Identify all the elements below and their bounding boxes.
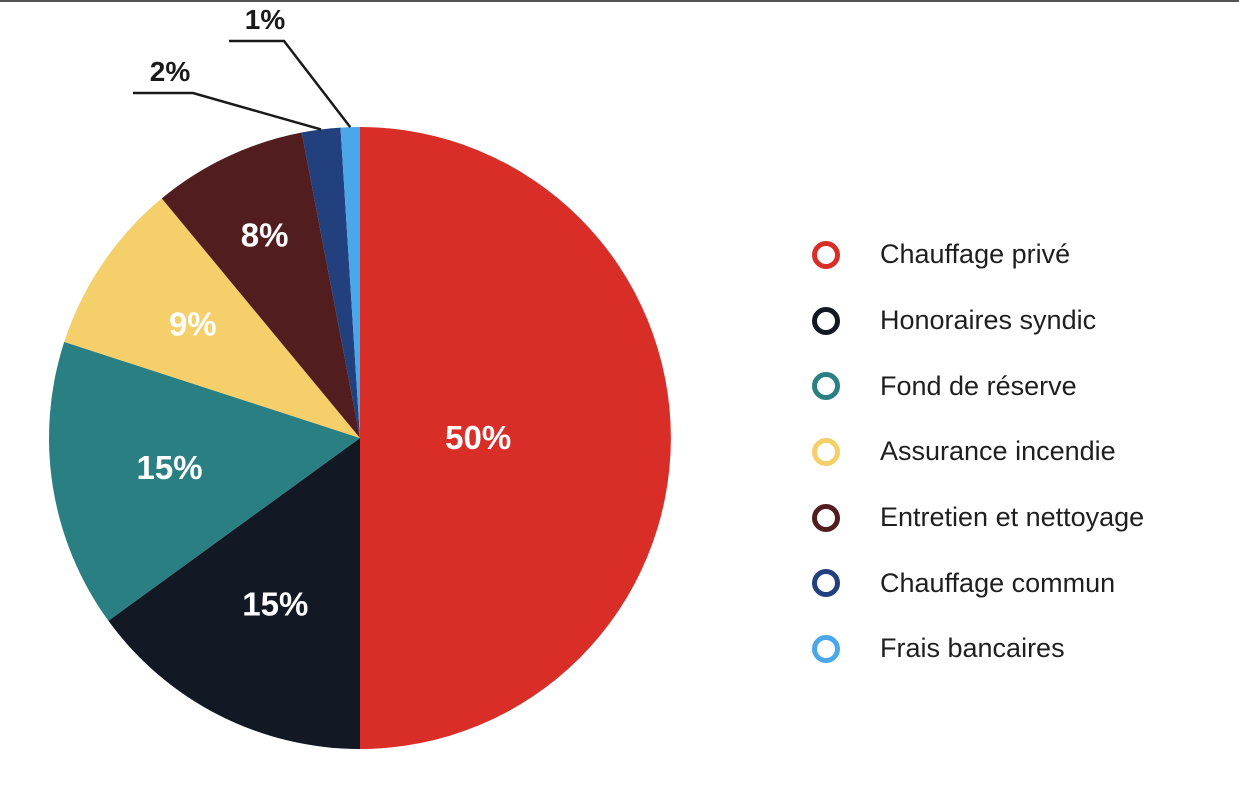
legend-item-fond-de-reserve: Fond de réserve bbox=[812, 353, 1144, 419]
legend-label: Entretien et nettoyage bbox=[880, 502, 1145, 533]
legend-item-chauffage-commun: Chauffage commun bbox=[812, 550, 1144, 616]
legend-label: Frais bancaires bbox=[880, 633, 1065, 664]
legend-marker-icon bbox=[812, 437, 840, 466]
pie-slice-chauffage-prive bbox=[360, 127, 671, 749]
legend-label: Chauffage commun bbox=[880, 567, 1116, 598]
legend-item-chauffage-prive: Chauffage privé bbox=[812, 222, 1144, 288]
slice-label-chauffage-prive: 50% bbox=[445, 419, 511, 456]
top-rule bbox=[0, 0, 1239, 2]
slice-label-assurance-incendie: 9% bbox=[169, 305, 217, 342]
pie-slice-assurance-incendie bbox=[64, 198, 360, 438]
pie-slice-honoraires-syndic bbox=[108, 438, 360, 749]
legend-item-entretien-et-nettoyage: Entretien et nettoyage bbox=[812, 485, 1144, 551]
legend-marker-icon bbox=[812, 634, 840, 663]
leader-line-chauffage-commun bbox=[133, 91, 322, 131]
slice-label-entretien-et-nettoyage: 8% bbox=[241, 216, 289, 253]
legend-item-frais-bancaires: Frais bancaires bbox=[812, 616, 1144, 682]
pie-slice-chauffage-commun bbox=[301, 127, 360, 439]
legend-marker-icon bbox=[812, 306, 840, 335]
legend-marker-icon bbox=[812, 372, 840, 401]
pie-slice-fond-de-reserve bbox=[48, 341, 361, 621]
legend-label: Honoraires syndic bbox=[880, 305, 1097, 336]
slice-label-honoraires-syndic: 15% bbox=[242, 585, 308, 622]
legend-marker-icon bbox=[812, 569, 840, 598]
legend-item-honoraires-syndic: Honoraires syndic bbox=[812, 288, 1144, 354]
legend-label: Fond de réserve bbox=[880, 370, 1077, 401]
legend-item-assurance-incendie: Assurance incendie bbox=[812, 419, 1144, 485]
slice-label-chauffage-commun: 2% bbox=[150, 56, 191, 87]
slice-label-frais-bancaires: 1% bbox=[245, 4, 286, 35]
pie-slice-frais-bancaires bbox=[340, 127, 360, 438]
legend-marker-icon bbox=[812, 503, 840, 532]
legend: Chauffage privé Honoraires syndic Fond de … bbox=[812, 222, 1144, 682]
slice-label-fond-de-reserve: 15% bbox=[137, 449, 203, 486]
pie-slice-entretien-et-nettoyage bbox=[161, 132, 360, 438]
pie-chart: 50% 15% 15% 9% 8% 2% 1% bbox=[48, 4, 671, 749]
legend-label: Chauffage privé bbox=[880, 239, 1071, 270]
leader-line-frais-bancaires bbox=[229, 39, 352, 128]
legend-label: Assurance incendie bbox=[880, 436, 1116, 467]
legend-marker-icon bbox=[812, 240, 840, 269]
